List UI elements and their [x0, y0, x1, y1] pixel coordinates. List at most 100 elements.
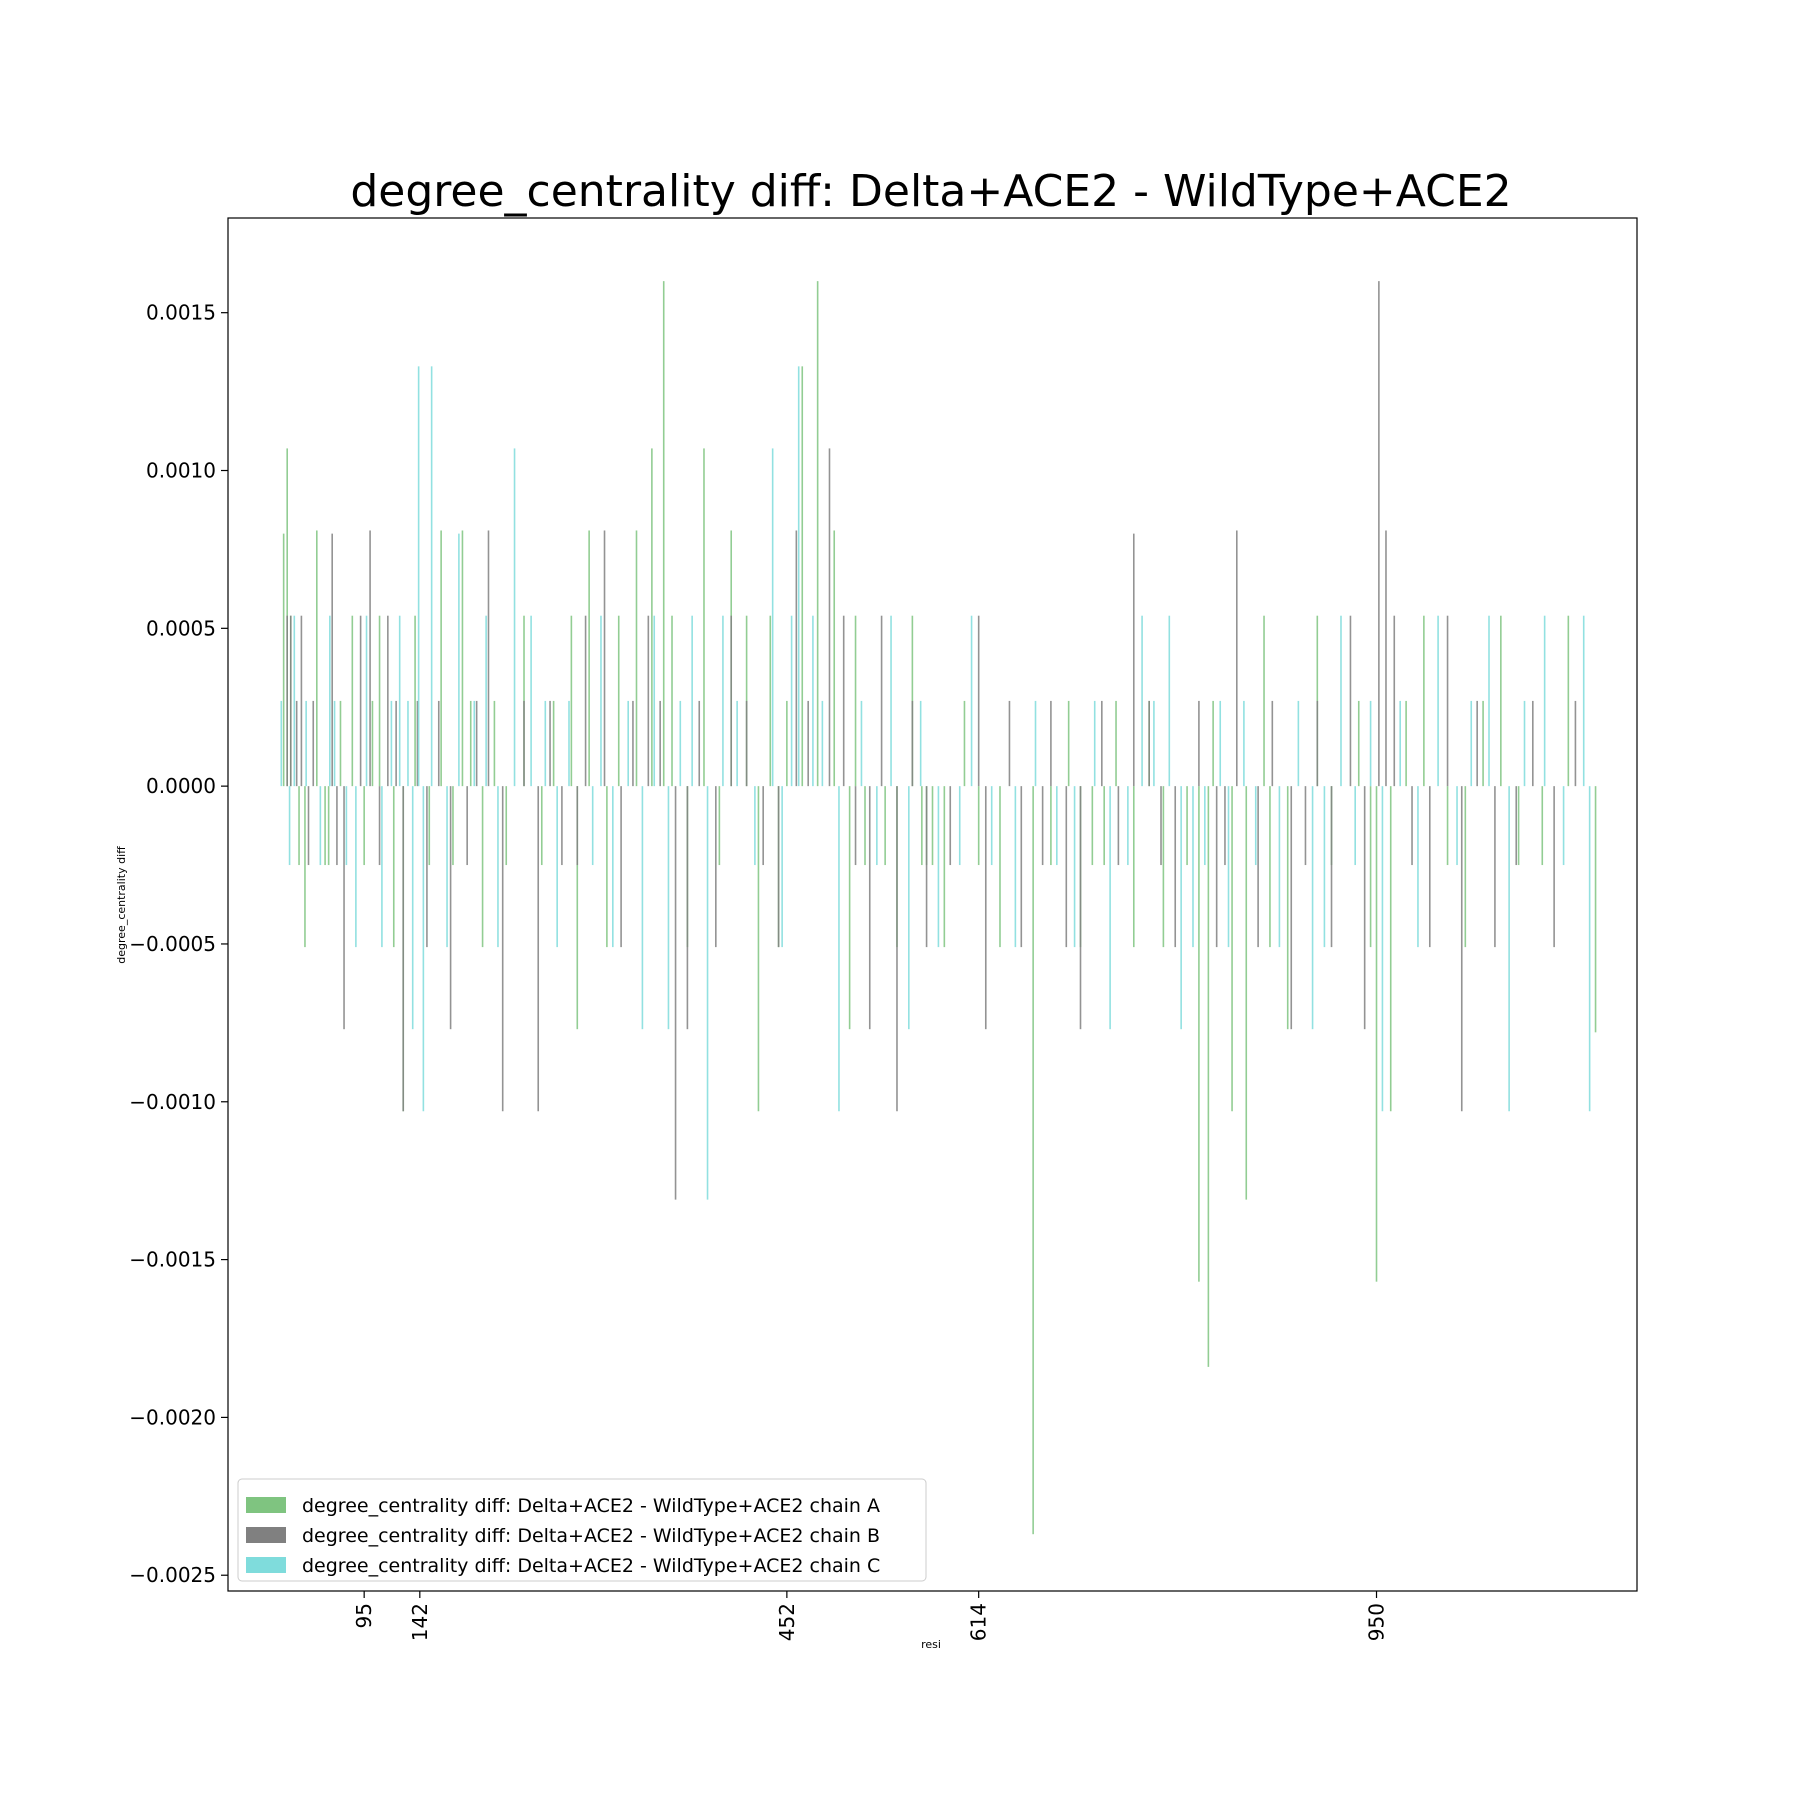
bar-chain-a: [1186, 786, 1188, 866]
bar-chain-c: [530, 615, 532, 787]
bar-chain-a: [1500, 615, 1502, 787]
bar-chain-c: [1588, 786, 1591, 1112]
bar-chain-c: [1369, 700, 1372, 787]
bar-chain-c: [1523, 700, 1526, 787]
bar-chain-c: [627, 700, 629, 787]
bar-chain-c: [1168, 615, 1171, 787]
bar-chain-b: [300, 615, 303, 787]
bar-chain-b: [312, 700, 315, 787]
bar-chain-c: [458, 533, 460, 787]
bar-chain-a: [351, 615, 354, 787]
bar-chain-c: [1311, 786, 1314, 1030]
bar-chain-c: [691, 615, 693, 787]
bar-chain-a: [1541, 786, 1544, 866]
bar-chain-b: [359, 615, 362, 787]
bar-chain-a: [921, 786, 923, 866]
bar-chain-c: [417, 366, 420, 787]
bar-chain-b: [1224, 786, 1226, 866]
bar-chain-b: [880, 615, 883, 787]
bar-chain-c: [970, 615, 973, 787]
bar-chain-c: [1254, 786, 1257, 866]
bar-chain-a: [1375, 786, 1378, 1282]
bar-chain-c: [1508, 786, 1510, 1112]
bar-chain-b: [647, 615, 650, 787]
bar-chain-b: [842, 615, 845, 787]
bar-chain-a: [440, 530, 442, 787]
bar-chain-c: [1323, 786, 1326, 948]
bar-chain-c: [612, 786, 614, 948]
bar-chain-b: [395, 700, 397, 787]
bar-chain-a: [378, 615, 381, 787]
series-chain-b: [286, 281, 1577, 1200]
bar-chain-b: [584, 615, 587, 787]
bar-chain-c: [754, 786, 756, 866]
bar-chain-c: [1127, 786, 1129, 866]
bar-chain-c: [722, 615, 724, 787]
bar-chain-b: [402, 786, 405, 1112]
bar-chain-a: [1067, 700, 1070, 787]
bar-chain-c: [1180, 786, 1182, 1030]
bar-chain-b: [1363, 786, 1366, 1030]
bar-chain-a: [757, 786, 760, 1112]
bar-chain-a: [1103, 786, 1105, 866]
x-tick-label: 614: [967, 1603, 991, 1641]
bar-chain-a: [576, 786, 579, 1030]
bar-chain-a: [963, 700, 966, 787]
bar-chain-a: [327, 786, 330, 866]
bar-chain-c: [1227, 786, 1230, 948]
bar-chain-b: [1330, 786, 1333, 948]
bar-chain-b: [1271, 700, 1274, 787]
bar-chain-c: [568, 700, 570, 787]
bar-chain-c: [1437, 615, 1439, 787]
bar-chain-a: [452, 786, 454, 866]
legend-label-chain-c: degree_centrality diff: Delta+ACE2 - Wil…: [302, 1555, 880, 1577]
chart-title: degree_centrality diff: Delta+ACE2 - Wil…: [350, 166, 1511, 217]
bar-chain-a: [1132, 786, 1135, 948]
bar-chain-c: [1219, 700, 1222, 787]
bar-chain-a: [1231, 786, 1233, 1112]
bar-chain-b: [466, 786, 468, 866]
bar-chain-c: [1109, 786, 1111, 1030]
bar-chain-c: [407, 700, 409, 787]
bar-chain-c: [398, 615, 401, 787]
bar-chain-a: [1357, 700, 1360, 787]
bar-chain-a: [848, 786, 851, 1030]
bar-chain-a: [493, 700, 496, 787]
bar-chain-a: [1517, 786, 1520, 866]
bar-chain-a: [1050, 786, 1052, 866]
bar-chain-b: [437, 700, 440, 787]
bar-chain-c: [1204, 786, 1206, 866]
bar-chain-a: [635, 530, 638, 787]
bar-chain-a: [662, 281, 665, 787]
bar-chain-a: [718, 786, 721, 866]
bar-chain-a: [606, 786, 608, 948]
bar-chain-a: [1594, 786, 1597, 1033]
bar-chain-a: [769, 615, 772, 787]
bar-chain-a: [1464, 786, 1467, 948]
bar-chain-c: [797, 366, 800, 787]
bar-chain-b: [426, 786, 428, 948]
bar-chain-c: [1582, 615, 1585, 787]
bar-chain-b: [949, 786, 952, 866]
bar-chain-a: [943, 786, 946, 948]
y-tick-label: 0.0015: [146, 301, 216, 325]
bar-chain-b: [1132, 533, 1135, 787]
bar-chain-a: [1032, 786, 1034, 1535]
bar-chain-c: [513, 448, 516, 787]
bar-chain-a: [363, 786, 365, 866]
bar-chain-a: [864, 786, 866, 866]
bar-chain-c: [1056, 786, 1058, 866]
bar-chain-b: [984, 786, 987, 1030]
bar-chain-b: [1553, 786, 1555, 948]
bar-chain-c: [679, 700, 682, 787]
bar-chain-c: [1153, 700, 1155, 787]
bar-chain-a: [1212, 700, 1214, 787]
bar-chain-c: [293, 615, 296, 787]
bar-chain-b: [336, 786, 338, 866]
bar-chain-b: [1494, 786, 1496, 948]
bar-chain-b: [1174, 786, 1177, 948]
bar-chain-a: [854, 615, 857, 787]
bar-chain-c: [345, 786, 348, 866]
bar-chain-b: [911, 700, 914, 787]
